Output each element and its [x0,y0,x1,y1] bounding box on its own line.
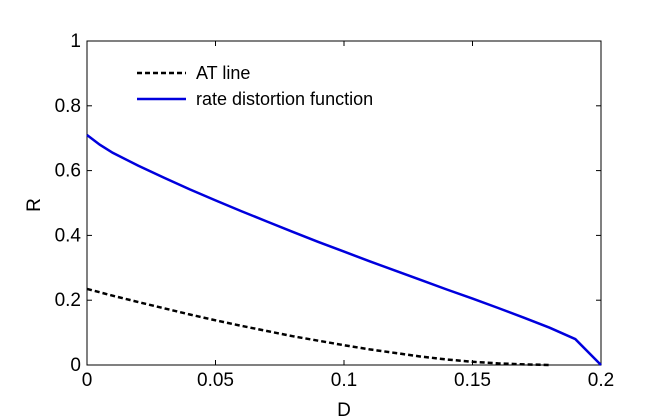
y-axis-label: R [24,198,45,212]
x-tick-label: 0.1 [331,370,357,391]
x-tick-label: 0.2 [588,370,614,391]
series-line-1 [86,134,602,366]
y-tick-label: 0.6 [55,161,81,182]
y-tick-label: 0.8 [55,96,81,117]
x-axis-label: D [337,400,351,419]
x-tick-label: 0.05 [197,370,234,391]
series-line-0 [86,287,550,367]
legend-label-1: rate distortion function [196,89,373,109]
legend-label-0: AT line [196,63,250,83]
series-lines [86,134,602,367]
y-tick-label: 0.4 [55,225,82,246]
y-tick-label: 0 [70,355,81,376]
x-tick-label: 0 [82,370,93,391]
y-tick-label: 0.2 [55,290,81,311]
legend: AT line rate distortion function [137,63,373,109]
axis-ticks: 0 0.05 0.1 0.15 0.2 0 0.2 0.4 0.6 0.8 1 [55,31,615,391]
x-tick-label: 0.15 [454,370,491,391]
y-tick-label: 1 [70,31,81,52]
